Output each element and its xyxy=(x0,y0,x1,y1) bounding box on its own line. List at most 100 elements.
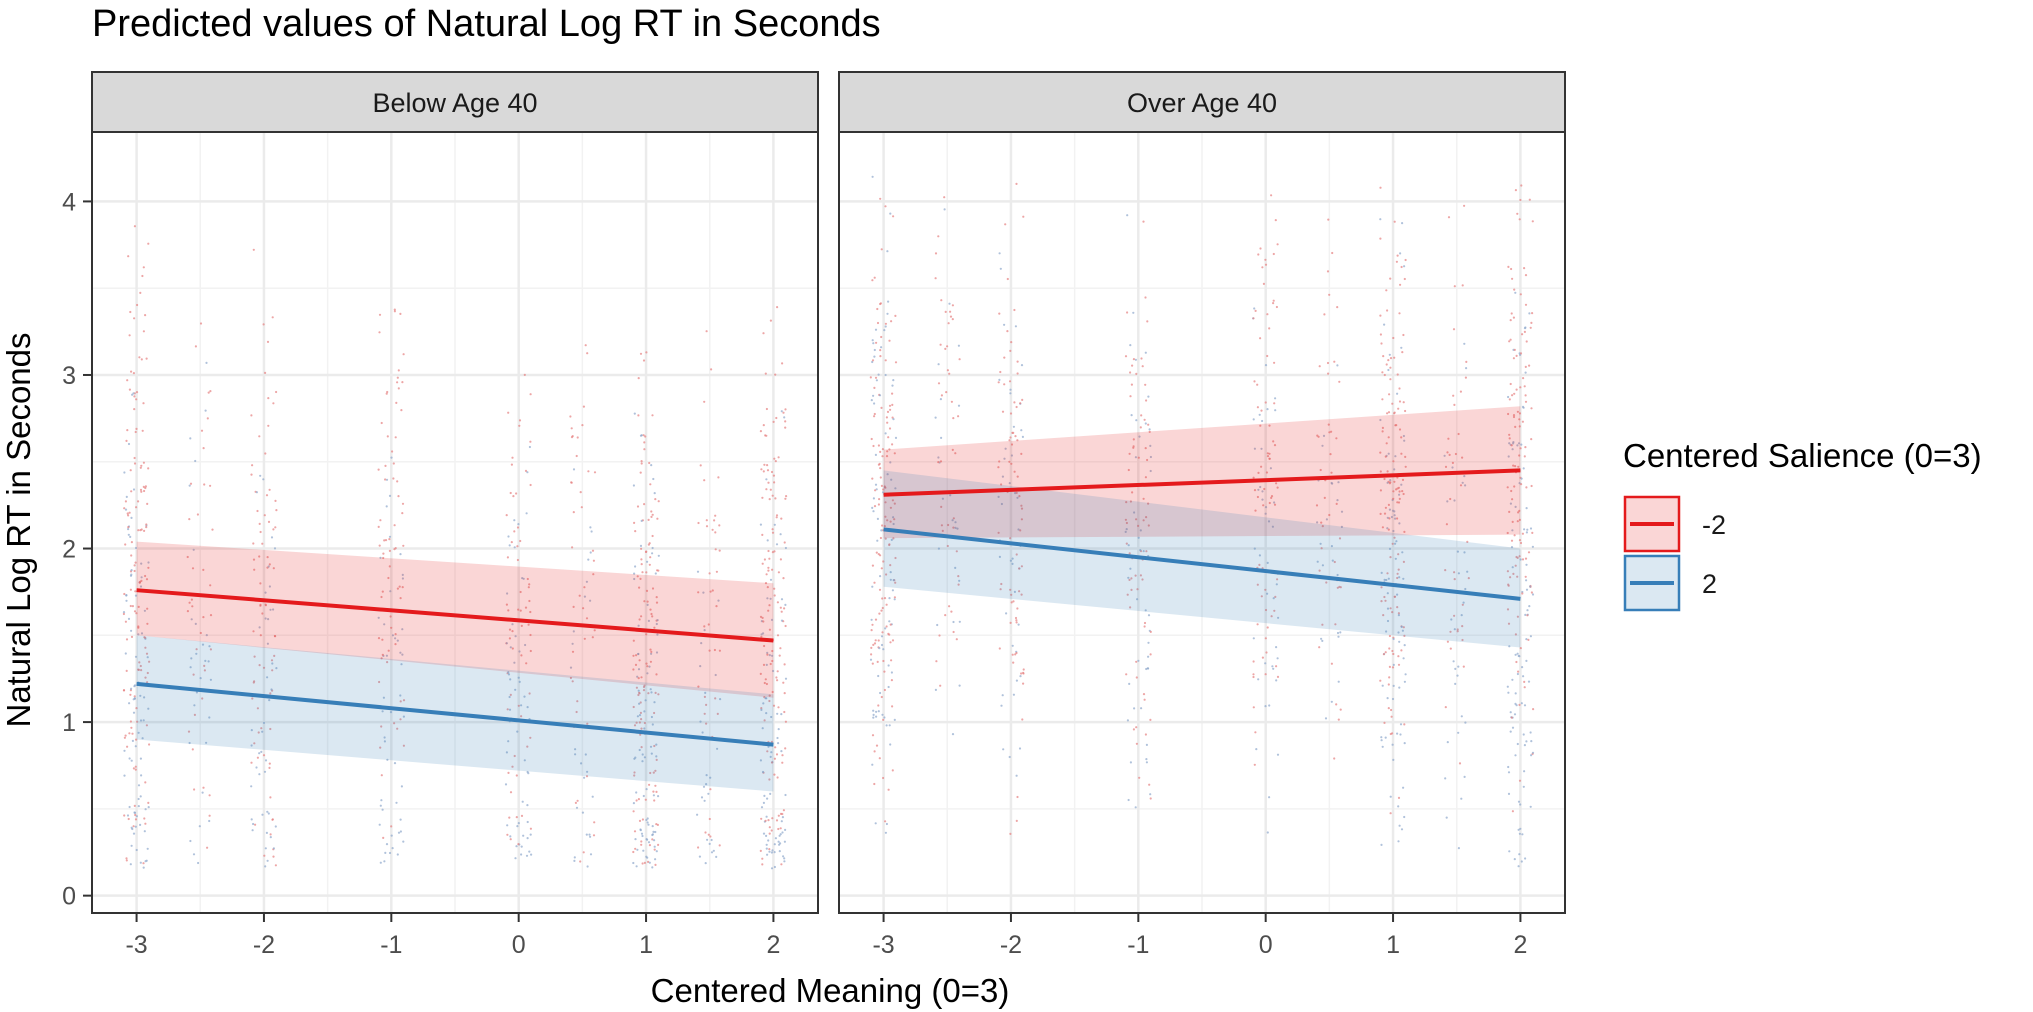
raw-data-point xyxy=(653,839,656,842)
raw-data-point xyxy=(397,495,400,498)
raw-data-point xyxy=(1512,572,1515,576)
raw-data-point xyxy=(399,553,402,556)
raw-data-point xyxy=(1012,600,1015,603)
raw-data-point xyxy=(400,785,403,788)
raw-data-point xyxy=(209,648,212,651)
raw-data-point xyxy=(650,650,653,654)
raw-data-point xyxy=(583,595,587,598)
raw-data-point xyxy=(1137,456,1140,459)
raw-data-point xyxy=(142,719,145,722)
raw-data-point xyxy=(708,649,711,652)
raw-data-point xyxy=(891,499,895,502)
raw-data-point xyxy=(709,788,712,791)
raw-data-point xyxy=(252,822,255,826)
raw-data-point xyxy=(1514,633,1517,636)
raw-data-point xyxy=(1324,717,1328,720)
raw-data-point xyxy=(657,843,660,847)
raw-data-point xyxy=(389,615,392,618)
x-tick-label: -3 xyxy=(872,931,894,959)
raw-data-point xyxy=(581,424,584,427)
raw-data-point xyxy=(998,378,1001,381)
raw-data-point xyxy=(886,410,890,413)
raw-data-point xyxy=(1525,486,1528,489)
raw-data-point xyxy=(779,842,782,845)
raw-data-point xyxy=(1514,425,1517,428)
raw-data-point xyxy=(761,562,764,565)
raw-data-point xyxy=(269,796,272,799)
raw-data-point xyxy=(1142,519,1145,522)
raw-data-point xyxy=(131,393,134,396)
raw-data-point xyxy=(1020,507,1024,510)
raw-data-point xyxy=(1142,693,1146,696)
raw-data-point xyxy=(648,542,651,545)
raw-data-point xyxy=(874,328,878,331)
raw-data-point xyxy=(871,175,874,178)
raw-data-point xyxy=(893,598,896,601)
raw-data-point xyxy=(1144,296,1147,299)
raw-data-point xyxy=(1388,353,1391,356)
raw-data-point xyxy=(146,607,149,610)
raw-data-point xyxy=(776,670,779,673)
raw-data-point xyxy=(193,713,196,717)
raw-data-point xyxy=(1385,363,1388,366)
raw-data-point xyxy=(393,722,396,725)
raw-data-point xyxy=(1263,487,1266,491)
raw-data-point xyxy=(122,689,126,692)
raw-data-point xyxy=(885,724,888,727)
raw-data-point xyxy=(1397,614,1400,617)
raw-data-point xyxy=(188,601,191,604)
raw-data-point xyxy=(133,569,136,573)
raw-data-point xyxy=(884,537,887,540)
raw-data-point xyxy=(1529,326,1532,329)
raw-data-point xyxy=(258,522,261,526)
raw-data-point xyxy=(633,521,636,525)
raw-data-point xyxy=(529,393,532,396)
raw-data-point xyxy=(146,847,149,850)
raw-data-point xyxy=(1264,662,1267,665)
raw-data-point xyxy=(872,709,875,712)
raw-data-point xyxy=(870,653,873,656)
raw-data-point xyxy=(763,719,766,722)
raw-data-point xyxy=(768,557,771,560)
raw-data-point xyxy=(1010,341,1013,344)
x-axis-title: Centered Meaning (0=3) xyxy=(651,972,1010,1009)
raw-data-point xyxy=(891,384,894,387)
raw-data-point xyxy=(1518,555,1521,558)
raw-data-point xyxy=(265,494,269,497)
raw-data-point xyxy=(876,517,880,521)
raw-data-point xyxy=(1266,452,1269,455)
raw-data-point xyxy=(270,659,274,662)
raw-data-point xyxy=(1253,763,1256,766)
raw-data-point xyxy=(759,759,763,762)
raw-data-point xyxy=(646,821,649,824)
raw-data-point xyxy=(768,832,771,835)
raw-data-point xyxy=(880,609,883,612)
raw-data-point xyxy=(274,864,277,867)
raw-data-point xyxy=(572,510,575,514)
raw-data-point xyxy=(523,373,526,376)
raw-data-point xyxy=(260,750,263,754)
raw-data-point xyxy=(267,618,270,621)
x-tick-label: 2 xyxy=(1513,931,1527,959)
raw-data-point xyxy=(131,739,134,743)
raw-data-point xyxy=(1524,446,1527,449)
raw-data-point xyxy=(1531,593,1535,596)
raw-data-point xyxy=(1137,536,1140,539)
raw-data-point xyxy=(1018,590,1021,593)
raw-data-point xyxy=(766,653,769,656)
raw-data-point xyxy=(1016,496,1019,499)
raw-data-point xyxy=(656,619,659,622)
raw-data-point xyxy=(633,724,637,727)
raw-data-point xyxy=(1130,414,1133,417)
raw-data-point xyxy=(642,434,645,437)
raw-data-point xyxy=(1457,847,1460,850)
raw-data-point xyxy=(1396,254,1399,257)
raw-data-point xyxy=(589,551,592,554)
raw-data-point xyxy=(937,382,941,385)
raw-data-point xyxy=(934,688,938,692)
raw-data-point xyxy=(138,581,141,584)
raw-data-point xyxy=(264,865,267,868)
raw-data-point xyxy=(1403,265,1406,268)
raw-data-point xyxy=(197,861,200,865)
raw-data-point xyxy=(1403,634,1406,638)
